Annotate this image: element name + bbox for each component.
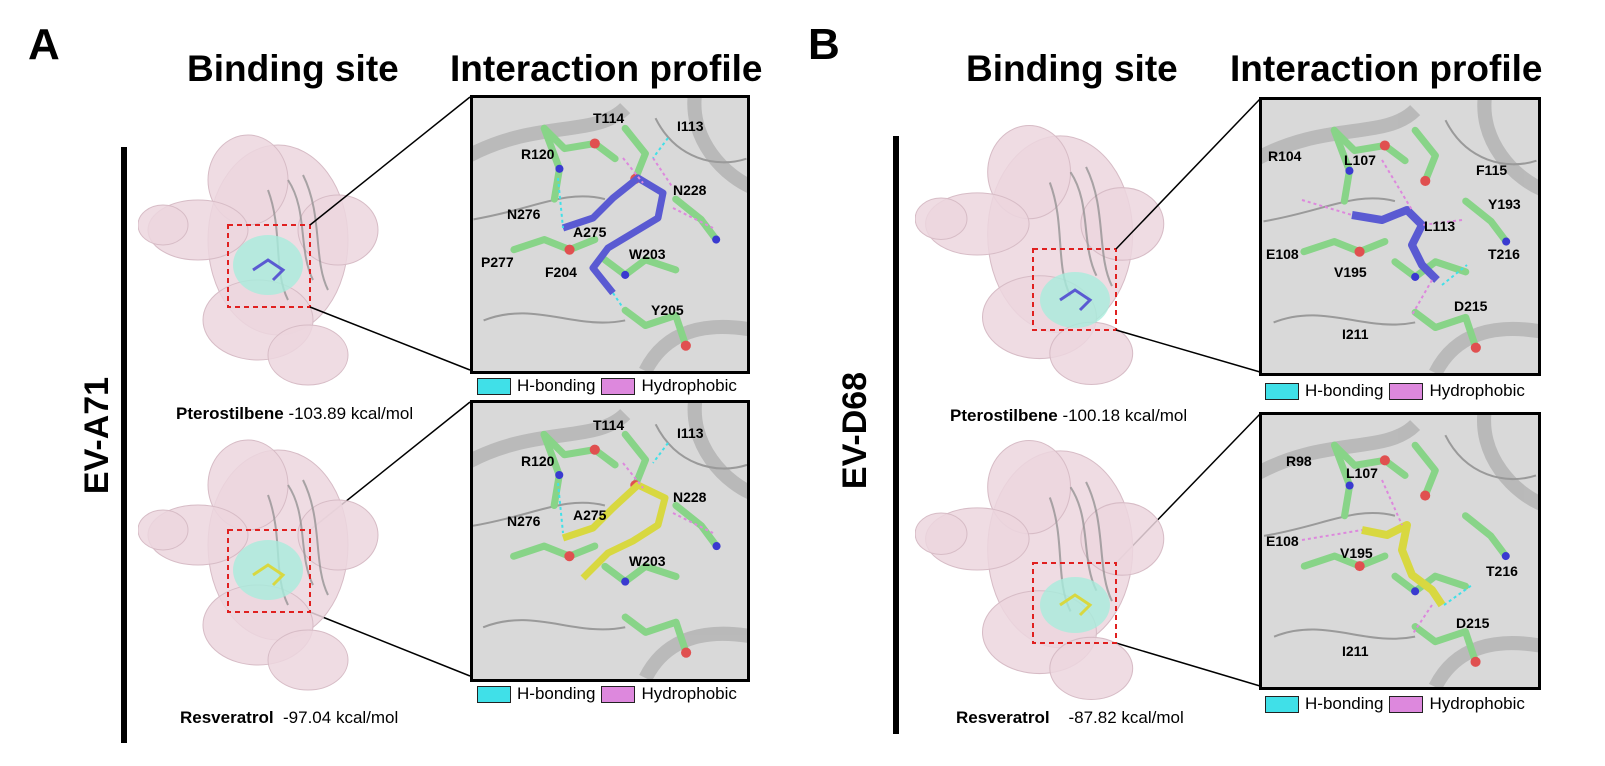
hbond-swatch bbox=[1265, 696, 1299, 713]
hydrophobic-swatch bbox=[1389, 383, 1423, 400]
panel-b-row2-surface bbox=[915, 425, 1195, 715]
panel-b-row1-caption: Pterostilbene -100.18 kcal/mol bbox=[950, 406, 1187, 426]
binding-energy: -87.82 kcal/mol bbox=[1068, 708, 1183, 727]
residue-label: I211 bbox=[1342, 326, 1368, 342]
residue-label: V195 bbox=[1334, 264, 1367, 280]
residue-label: L107 bbox=[1344, 152, 1376, 168]
hbond-swatch bbox=[1265, 383, 1299, 400]
residue-label: D215 bbox=[1454, 298, 1487, 314]
residue-label: R104 bbox=[1268, 148, 1301, 164]
hbond-label: H-bonding bbox=[1305, 381, 1383, 401]
hydrophobic-label: Hydrophobic bbox=[1429, 381, 1524, 401]
residue-label: T216 bbox=[1486, 563, 1518, 579]
residue-label: V195 bbox=[1340, 545, 1373, 561]
hydrophobic-swatch bbox=[1389, 696, 1423, 713]
residue-label: I211 bbox=[1342, 643, 1368, 659]
residue-label: E108 bbox=[1266, 246, 1299, 262]
compound-name: Pterostilbene bbox=[950, 406, 1058, 425]
hbond-label: H-bonding bbox=[1305, 694, 1383, 714]
residue-label: T216 bbox=[1488, 246, 1520, 262]
residue-label: L107 bbox=[1346, 465, 1378, 481]
compound-name: Resveratrol bbox=[956, 708, 1050, 727]
residue-label: Y193 bbox=[1488, 196, 1521, 212]
panel-b-row1-interaction-box: R104 L107 F115 Y193 E108 L113 T216 V195 … bbox=[1259, 97, 1541, 376]
panel-b-row2-interaction-box: R98 L107 E108 V195 T216 D215 I211 bbox=[1259, 412, 1541, 690]
residue-label: E108 bbox=[1266, 533, 1299, 549]
residue-label: R98 bbox=[1286, 453, 1312, 469]
binding-energy: -100.18 kcal/mol bbox=[1062, 406, 1187, 425]
panel-b-row2-caption: Resveratrol -87.82 kcal/mol bbox=[956, 708, 1184, 728]
hydrophobic-label: Hydrophobic bbox=[1429, 694, 1524, 714]
residue-label: D215 bbox=[1456, 615, 1489, 631]
panel-b-row2-legend: H-bonding Hydrophobic bbox=[1265, 694, 1525, 714]
residue-label: L113 bbox=[1424, 218, 1455, 234]
panel-b-row1-legend: H-bonding Hydrophobic bbox=[1265, 381, 1525, 401]
residue-label: F115 bbox=[1476, 162, 1507, 178]
